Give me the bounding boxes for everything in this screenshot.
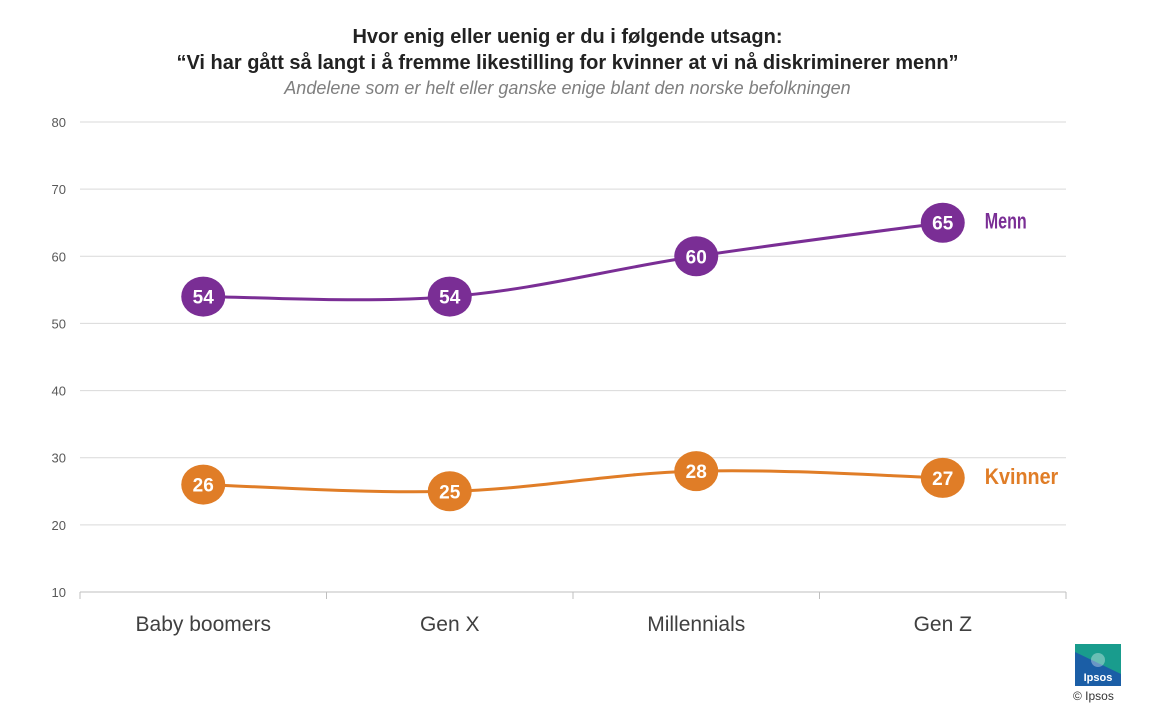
y-tick-label: 10 <box>52 585 66 600</box>
data-point <box>181 276 226 317</box>
data-label: 54 <box>439 288 461 309</box>
chart-titles: Hvor enig eller uenig er du i følgende u… <box>0 24 1135 100</box>
x-tick-label: Gen X <box>420 613 480 636</box>
y-tick-label: 70 <box>52 182 66 197</box>
y-tick-label: 80 <box>52 115 66 130</box>
series-line-kvinner <box>203 469 943 494</box>
data-label: 65 <box>932 214 954 235</box>
data-point <box>920 202 965 243</box>
chart-title-line2: “Vi har gått så langt i å fremme likesti… <box>176 52 959 74</box>
data-point <box>181 464 226 505</box>
x-tick-label: Baby boomers <box>136 613 271 636</box>
data-label: 25 <box>439 482 461 503</box>
logo-text: Ipsos <box>1084 672 1113 684</box>
chart-title: Hvor enig eller uenig er du i følgende u… <box>352 26 783 48</box>
data-label: 28 <box>686 462 707 483</box>
copyright: © Ipsos <box>1073 689 1114 703</box>
data-label: 60 <box>686 247 707 268</box>
data-point <box>674 451 719 492</box>
data-point <box>427 471 472 512</box>
chart-subtitle: Andelene som er helt eller ganske enige … <box>284 78 851 98</box>
series-label-menn: Menn <box>985 209 1027 234</box>
x-tick-label: Gen Z <box>914 613 973 636</box>
data-point <box>674 236 719 277</box>
x-tick-label: Millennials <box>647 613 745 636</box>
y-tick-label: 50 <box>52 316 66 331</box>
y-tick-label: 30 <box>52 451 66 466</box>
data-point <box>427 276 472 317</box>
y-tick-label: 40 <box>52 384 66 399</box>
y-tick-label: 20 <box>52 518 66 533</box>
series-line-menn <box>203 221 943 302</box>
data-label: 54 <box>193 288 215 309</box>
data-point <box>920 457 965 498</box>
ipsos-logo: Ipsos <box>1075 644 1121 686</box>
ipsos-logo-icon: Ipsos <box>1075 644 1121 686</box>
y-tick-label: 60 <box>52 249 66 264</box>
data-label: 27 <box>932 469 953 490</box>
data-label: 26 <box>193 476 214 497</box>
series-label-kvinner: Kvinner <box>985 464 1059 489</box>
